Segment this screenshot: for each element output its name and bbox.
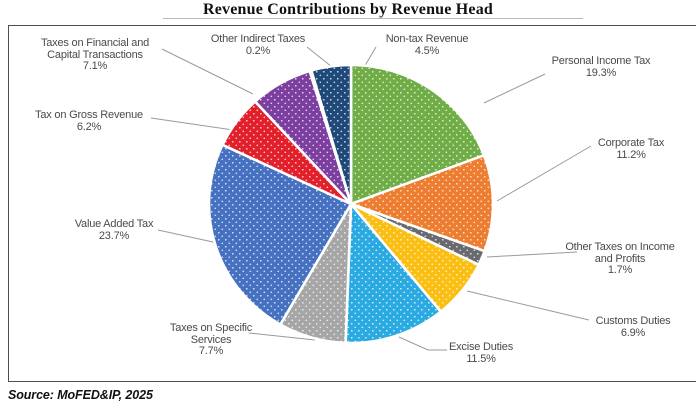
label-value: 11.2% [616,148,646,161]
label-value: 19.3% [585,66,617,79]
pie-slice-excise-duties [345,204,441,344]
label-text: Taxes on Financial and [40,37,150,49]
leader-other-taxes-income-profits [486,251,578,258]
label-other-indirect-taxes: Other Indirect Taxes 0.2% [188,33,328,57]
title-underline [163,18,583,19]
label-tax-gross-revenue: Tax on Gross Revenue 6.2% [14,109,164,133]
leader-customs-duties [466,290,590,321]
label-text: Personal Income Tax [551,55,651,67]
label-value: 6.2% [76,120,102,133]
label-text: Tax on Gross Revenue [35,109,143,121]
label-text: Other Taxes on Income [565,241,675,253]
leader-value-added-tax [157,229,223,245]
label-value-added-tax: Value Added Tax 23.7% [39,218,189,242]
label-excise-duties: Excise Duties 11.5% [421,341,541,365]
label-text: Corporate Tax [597,137,665,149]
label-value: 7.1% [82,60,108,72]
label-taxes-financial-capital: Taxes on Financial and Capital Transacti… [15,37,175,73]
pie-slice-personal-income-tax [351,65,484,204]
label-customs-duties: Customs Duties 6.9% [563,315,696,339]
label-value: 11.5% [466,352,496,365]
label-text: Services [190,333,232,346]
label-non-tax-revenue: Non-tax Revenue 4.5% [357,33,497,57]
leader-corporate-tax [496,145,592,202]
leader-taxes-financial-capital [161,48,254,95]
leader-excise-duties [398,336,447,351]
pie-slice-tax-on-gross-revenue [222,101,351,204]
label-text: Capital Transactions [47,48,143,61]
pie-slice-taxes-on-financial-and-capital-transactions [255,71,351,204]
plot-area-frame [8,25,696,382]
label-value: 6.9% [620,326,646,339]
leader-tax-gross-revenue [150,117,241,132]
label-value: 7.7% [198,345,224,357]
pie-slice-corporate-tax [351,155,494,252]
label-text: and Profits [594,252,646,265]
chart-title: Revenue Contributions by Revenue Head [202,1,494,18]
label-other-taxes-income-profits: Other Taxes on Income and Profits 1.7% [541,241,696,277]
source-note: Source: MoFED&IP, 2025 [8,388,153,402]
pie-slice-value-added-tax [208,144,351,325]
label-value: 23.7% [98,229,130,242]
pie-slices [207,63,495,345]
label-text: Value Added Tax [74,218,154,230]
label-text: Other Indirect Taxes [210,33,306,45]
pie-slice-customs-duties [351,204,479,312]
label-text: Excise Duties [448,341,514,353]
label-personal-income-tax: Personal Income Tax 19.3% [519,55,683,79]
leader-taxes-specific-services [248,332,316,341]
label-corporate-tax: Corporate Tax 11.2% [566,137,696,161]
pie-slice-taxes-on-specific-services [280,204,351,343]
label-text: Taxes on Specific [169,322,253,334]
label-text: Non-tax Revenue [385,33,469,45]
label-text: Customs Duties [595,315,671,327]
leader-personal-income-tax [483,73,546,104]
label-value: 1.7% [607,264,633,276]
label-taxes-specific-services: Taxes on Specific Services 7.7% [146,322,276,358]
label-value: 0.2% [245,44,271,57]
pie-slice-non-tax-revenue [311,64,351,204]
label-value: 4.5% [414,44,440,57]
